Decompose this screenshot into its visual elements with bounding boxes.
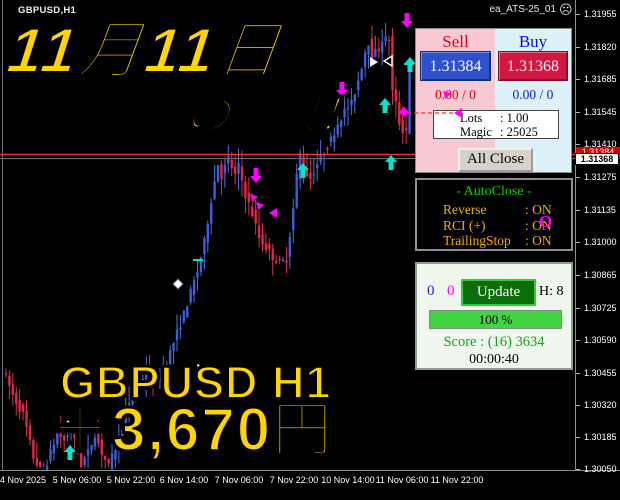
price-tick-mark bbox=[576, 14, 580, 16]
price-tick-label: 1.31000 bbox=[584, 237, 617, 248]
autoclose-row-trailingstop: TrailingStop : ON bbox=[443, 233, 552, 249]
price-tick-label: 1.31955 bbox=[584, 9, 617, 20]
candlestick-chart bbox=[0, 13, 575, 470]
time-tick-label: 11 Nov 06:00 bbox=[375, 475, 429, 485]
price-tick-mark bbox=[576, 404, 580, 406]
autoclose-row-label: TrailingStop bbox=[443, 233, 511, 248]
magenta-count-label: 0 bbox=[447, 283, 455, 299]
autoclose-panel: - AutoClose - Reverse: ON RCI (+): ON Trai… bbox=[415, 178, 573, 251]
price-tick-label: 1.30865 bbox=[584, 269, 617, 280]
all-close-button[interactable]: All Close bbox=[458, 148, 533, 172]
score-label: Score : (16) 3634 bbox=[443, 334, 545, 350]
time-tick-label: 5 Nov 22:00 bbox=[106, 475, 156, 485]
price-tick-mark bbox=[576, 112, 580, 114]
price-tick-label: 1.31275 bbox=[584, 171, 617, 182]
price-tick-label: 1.31410 bbox=[584, 139, 617, 150]
price-tick-mark bbox=[576, 144, 580, 146]
price-tick-mark bbox=[576, 372, 580, 374]
price-tick-mark bbox=[576, 274, 580, 276]
ea-smiley-icon[interactable]: ☹ bbox=[559, 2, 573, 17]
price-tick-mark bbox=[576, 437, 580, 439]
annotation-result-text: の結果！ bbox=[182, 90, 366, 141]
price-tick-mark bbox=[576, 176, 580, 178]
price-tick-mark bbox=[576, 78, 580, 80]
price-tick-label: 1.31545 bbox=[584, 107, 617, 118]
ea-name-label: ea_ATS-25_01 bbox=[489, 4, 556, 15]
autoclose-row-value: : ON bbox=[525, 202, 552, 217]
autoclose-title: - AutoClose - bbox=[456, 184, 532, 199]
chart-symbol-label: GBPUSD,H1 bbox=[18, 5, 77, 16]
hour-label: H: 8 bbox=[539, 284, 564, 299]
lots-row: Lots : 1.00 bbox=[460, 111, 558, 126]
price-tick-mark bbox=[576, 242, 580, 244]
trade-panel: Sell Buy 1.31384 1.31368 0.00 / 0 0.00 /… bbox=[415, 28, 572, 173]
time-tick-label: 4 Nov 2025 bbox=[0, 475, 47, 485]
sell-header-label: Sell bbox=[442, 32, 469, 51]
autoclose-row-rci: RCI (+) : ON bbox=[443, 218, 552, 234]
rci-indicator-ring: O bbox=[539, 212, 553, 231]
lots-magic-box: Lots : 1.00 Magic : 25025 bbox=[433, 110, 559, 139]
time-axis-separator bbox=[0, 470, 620, 471]
bid-price-box: 1.31368 bbox=[575, 153, 619, 165]
price-tick-label: 1.31135 bbox=[584, 205, 616, 216]
price-tick-label: 1.30455 bbox=[584, 367, 617, 378]
magic-label: Magic bbox=[460, 124, 492, 139]
chart-left-border bbox=[2, 0, 3, 470]
price-tick-label: 1.30185 bbox=[584, 432, 617, 443]
price-tick-mark bbox=[576, 46, 580, 48]
buy-header-label: Buy bbox=[518, 32, 548, 51]
price-tick-mark bbox=[576, 210, 580, 212]
lots-label: Lots bbox=[460, 111, 483, 125]
annotation-date-text: 11月11日 bbox=[3, 15, 288, 87]
time-tick-label: 5 Nov 06:00 bbox=[52, 475, 102, 485]
update-panel: 0 0 Update H: 8 100 % Score : (16) 3634 … bbox=[415, 262, 573, 370]
price-tick-mark bbox=[576, 340, 580, 342]
price-tick-label: 1.30590 bbox=[584, 335, 617, 346]
price-tick-mark bbox=[576, 308, 580, 310]
annotation-profit-text: ＋3,670円 bbox=[49, 396, 335, 463]
price-tick-mark bbox=[576, 469, 580, 471]
buy-price-button[interactable]: 1.31368 bbox=[498, 51, 568, 81]
autoclose-row-value: : ON bbox=[525, 233, 552, 248]
autoclose-row-value: : ON bbox=[525, 217, 552, 233]
autoclose-row-label: Reverse bbox=[443, 202, 487, 217]
sell-price-button[interactable]: 1.31384 bbox=[420, 51, 491, 81]
annotation-symbol-text: GBPUSD H1 bbox=[59, 357, 332, 408]
magic-row: Magic : 25025 bbox=[460, 124, 558, 140]
progress-bar: 100 % bbox=[429, 310, 562, 329]
time-tick-label: 6 Nov 14:00 bbox=[159, 475, 209, 485]
price-tick-label: 1.30320 bbox=[584, 399, 617, 410]
lots-value: : 1.00 bbox=[500, 111, 529, 125]
sell-stats-label: 0.00 / 0 bbox=[435, 87, 476, 102]
blue-count-label: 0 bbox=[427, 283, 435, 299]
price-axis-separator bbox=[575, 0, 576, 470]
update-button[interactable]: Update bbox=[461, 279, 536, 306]
buy-stats-label: 0.00 / 0 bbox=[512, 87, 554, 102]
price-tick-label: 1.31820 bbox=[584, 41, 617, 52]
price-tick-label: 1.30050 bbox=[584, 464, 617, 475]
price-tick-label: 1.31685 bbox=[584, 73, 617, 84]
magic-value: : 25025 bbox=[500, 124, 538, 139]
time-tick-label: 7 Nov 06:00 bbox=[214, 475, 264, 485]
timer-label: 00:00:40 bbox=[469, 352, 519, 367]
price-tick-label: 1.30725 bbox=[584, 303, 617, 314]
time-tick-label: 7 Nov 22:00 bbox=[269, 475, 319, 485]
time-tick-label: 11 Nov 22:00 bbox=[430, 475, 484, 485]
time-tick-label: 10 Nov 14:00 bbox=[321, 475, 375, 485]
autoclose-row-label: RCI (+) bbox=[443, 217, 486, 233]
autoclose-row-reverse: Reverse : ON bbox=[443, 202, 552, 218]
